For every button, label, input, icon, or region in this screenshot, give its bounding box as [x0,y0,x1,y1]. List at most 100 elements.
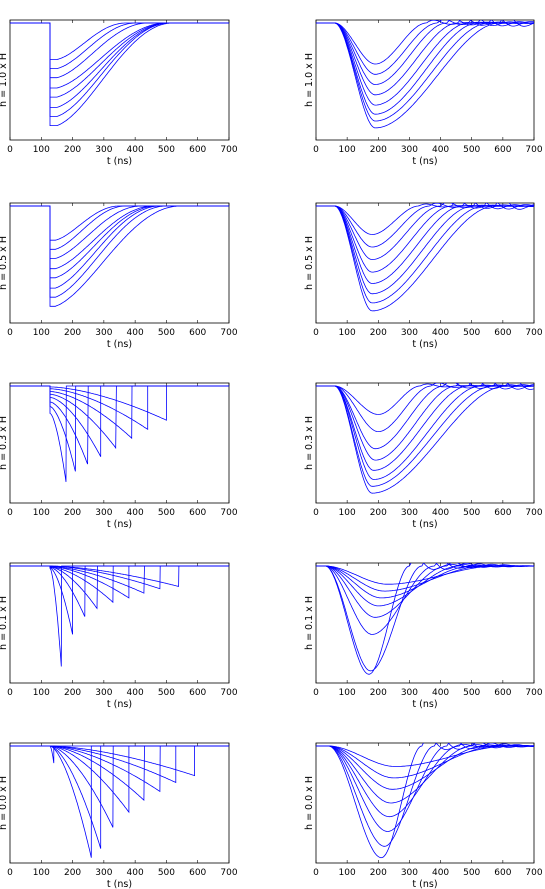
x-tick-label: 0 [313,145,319,155]
x-tick-label: 0 [7,508,13,518]
series-line [10,745,229,793]
y-axis-label: h = 0.5 x H [304,236,315,290]
series-line [316,20,534,96]
y-axis-label: h = 1.0 x H [304,53,315,107]
series-line [316,743,534,847]
series-line [316,563,534,675]
x-axis-label: t (ns) [412,156,437,167]
x-tick-label: 400 [127,688,144,698]
series-line [316,203,534,312]
series-line [316,203,534,284]
series-line [316,743,534,790]
x-tick-label: 500 [158,145,175,155]
series-line [10,22,229,89]
plot-frame [9,19,230,141]
x-tick-label: 100 [339,145,356,155]
x-tick-label: 100 [33,688,50,698]
x-axis-label: t (ns) [107,156,132,167]
series-line [316,20,534,122]
series-line [10,565,229,610]
x-tick-label: 700 [525,145,542,155]
x-tick-label: 400 [432,508,449,518]
series-line [316,563,534,599]
series-line [316,20,534,129]
curves [10,565,229,667]
curves [10,745,229,858]
x-tick-label: 200 [64,688,81,698]
series-line [10,205,229,250]
x-tick-label: 500 [158,328,175,338]
y-axis-label: h = 0.5 x H [0,236,9,290]
plot-frame [9,382,230,504]
x-tick-label: 400 [432,328,449,338]
series-line [10,565,229,604]
series-line [10,22,229,98]
x-tick-label: 200 [64,508,81,518]
plot-frame [9,742,230,864]
series-line [10,565,229,587]
series-line [10,745,229,858]
x-tick-label: 500 [463,508,480,518]
x-tick-label: 500 [158,688,175,698]
panel-p11: 0 100 200 300 400 500 600 700 t (ns) h = 0.5 x H [304,202,543,350]
series-line [10,385,229,457]
series-line [10,205,229,279]
x-tick-label: 600 [189,328,206,338]
x-tick-label: 0 [7,328,13,338]
plot-frame [315,19,535,141]
x-axis-label: t (ns) [107,699,132,710]
series-line [10,385,229,431]
x-tick-label: 100 [33,868,50,878]
series-line [316,743,534,818]
series-line [10,205,229,298]
series-line [316,383,534,487]
panel-p01: 0 100 200 300 400 500 600 700 t (ns) h = 1.0 x H [304,19,543,167]
x-tick-label: 200 [64,868,81,878]
series-line [316,383,534,450]
series-line [10,205,229,259]
x-axis-label: t (ns) [107,339,132,350]
x-tick-label: 600 [494,328,511,338]
x-tick-label: 300 [401,328,418,338]
series-line [10,22,229,69]
x-tick-label: 100 [339,688,356,698]
x-axis-label: t (ns) [107,519,132,530]
series-line [10,385,229,450]
x-tick-label: 300 [95,328,112,338]
series-line [10,205,229,307]
x-tick-label: 700 [220,145,237,155]
x-tick-label: 700 [525,688,542,698]
curves [10,205,229,307]
curves [316,383,534,494]
series-line [316,383,534,480]
series-line [316,383,534,471]
x-tick-label: 300 [95,508,112,518]
panel-p40: 0 100 200 300 400 500 600 700 t (ns) h = 0.0 x H [0,742,238,889]
x-tick-label: 400 [127,868,144,878]
x-tick-label: 700 [525,508,542,518]
x-tick-label: 600 [494,508,511,518]
series-line [10,22,229,79]
series-line [10,22,229,60]
x-tick-label: 400 [432,868,449,878]
x-tick-label: 600 [494,868,511,878]
curves [316,203,534,312]
panel-p31: 0 100 200 300 400 500 600 700 t (ns) h = 0.1 x H [304,562,543,710]
x-tick-label: 200 [370,688,387,698]
series-line [316,203,534,295]
series-line [10,205,229,289]
x-tick-label: 500 [463,868,480,878]
y-axis-label: h = 1.0 x H [0,53,9,107]
series-line [10,385,229,465]
plot-frame [9,562,230,684]
x-tick-label: 300 [401,868,418,878]
series-line [316,743,534,804]
x-tick-label: 300 [401,688,418,698]
x-tick-label: 400 [432,688,449,698]
x-tick-label: 700 [220,508,237,518]
curves [316,743,534,859]
series-line [10,745,229,849]
x-tick-label: 700 [220,328,237,338]
series-line [316,743,534,832]
